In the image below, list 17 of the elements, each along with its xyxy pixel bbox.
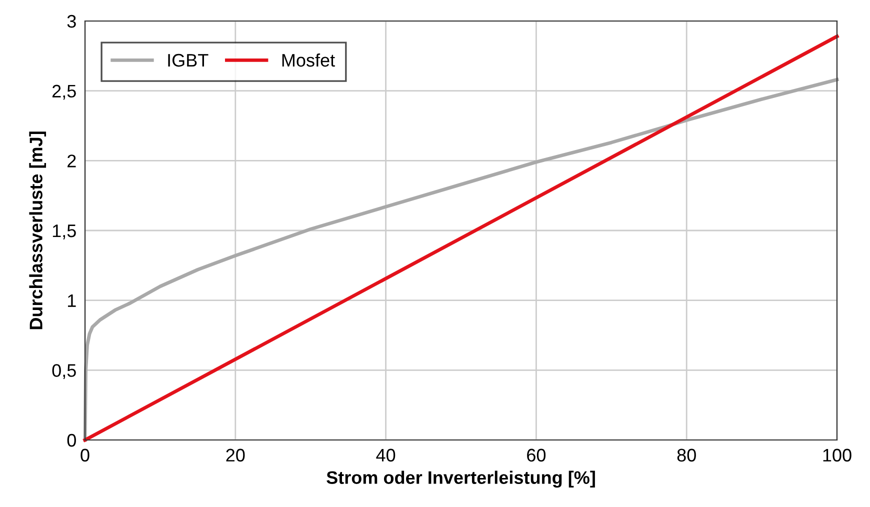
y-tick-label: 2 [68, 154, 76, 168]
y-tick-label: 0 [67, 434, 76, 447]
x-tick-label: 60 [527, 448, 546, 462]
legend-label: Mosfet [282, 53, 335, 67]
x-tick-label: 0 [80, 448, 90, 462]
y-tick-label: 0,5 [52, 364, 76, 380]
x-tick-label: 20 [226, 448, 245, 462]
y-tick-label: 2,5 [52, 84, 76, 100]
y-tick-label: 1 [68, 294, 76, 307]
y-tick-label: 3 [67, 14, 76, 28]
x-axis-title: Strom oder Inverterleistung [%] [326, 470, 595, 488]
x-tick-label: 40 [376, 448, 396, 462]
y-axis-title: Durchlassverluste [mJ] [29, 132, 46, 330]
x-tick-label: 100 [823, 448, 852, 462]
x-tick-label: 80 [677, 448, 696, 462]
y-tick-label: 1,5 [52, 224, 76, 240]
legend-label: IGBT [168, 54, 208, 67]
